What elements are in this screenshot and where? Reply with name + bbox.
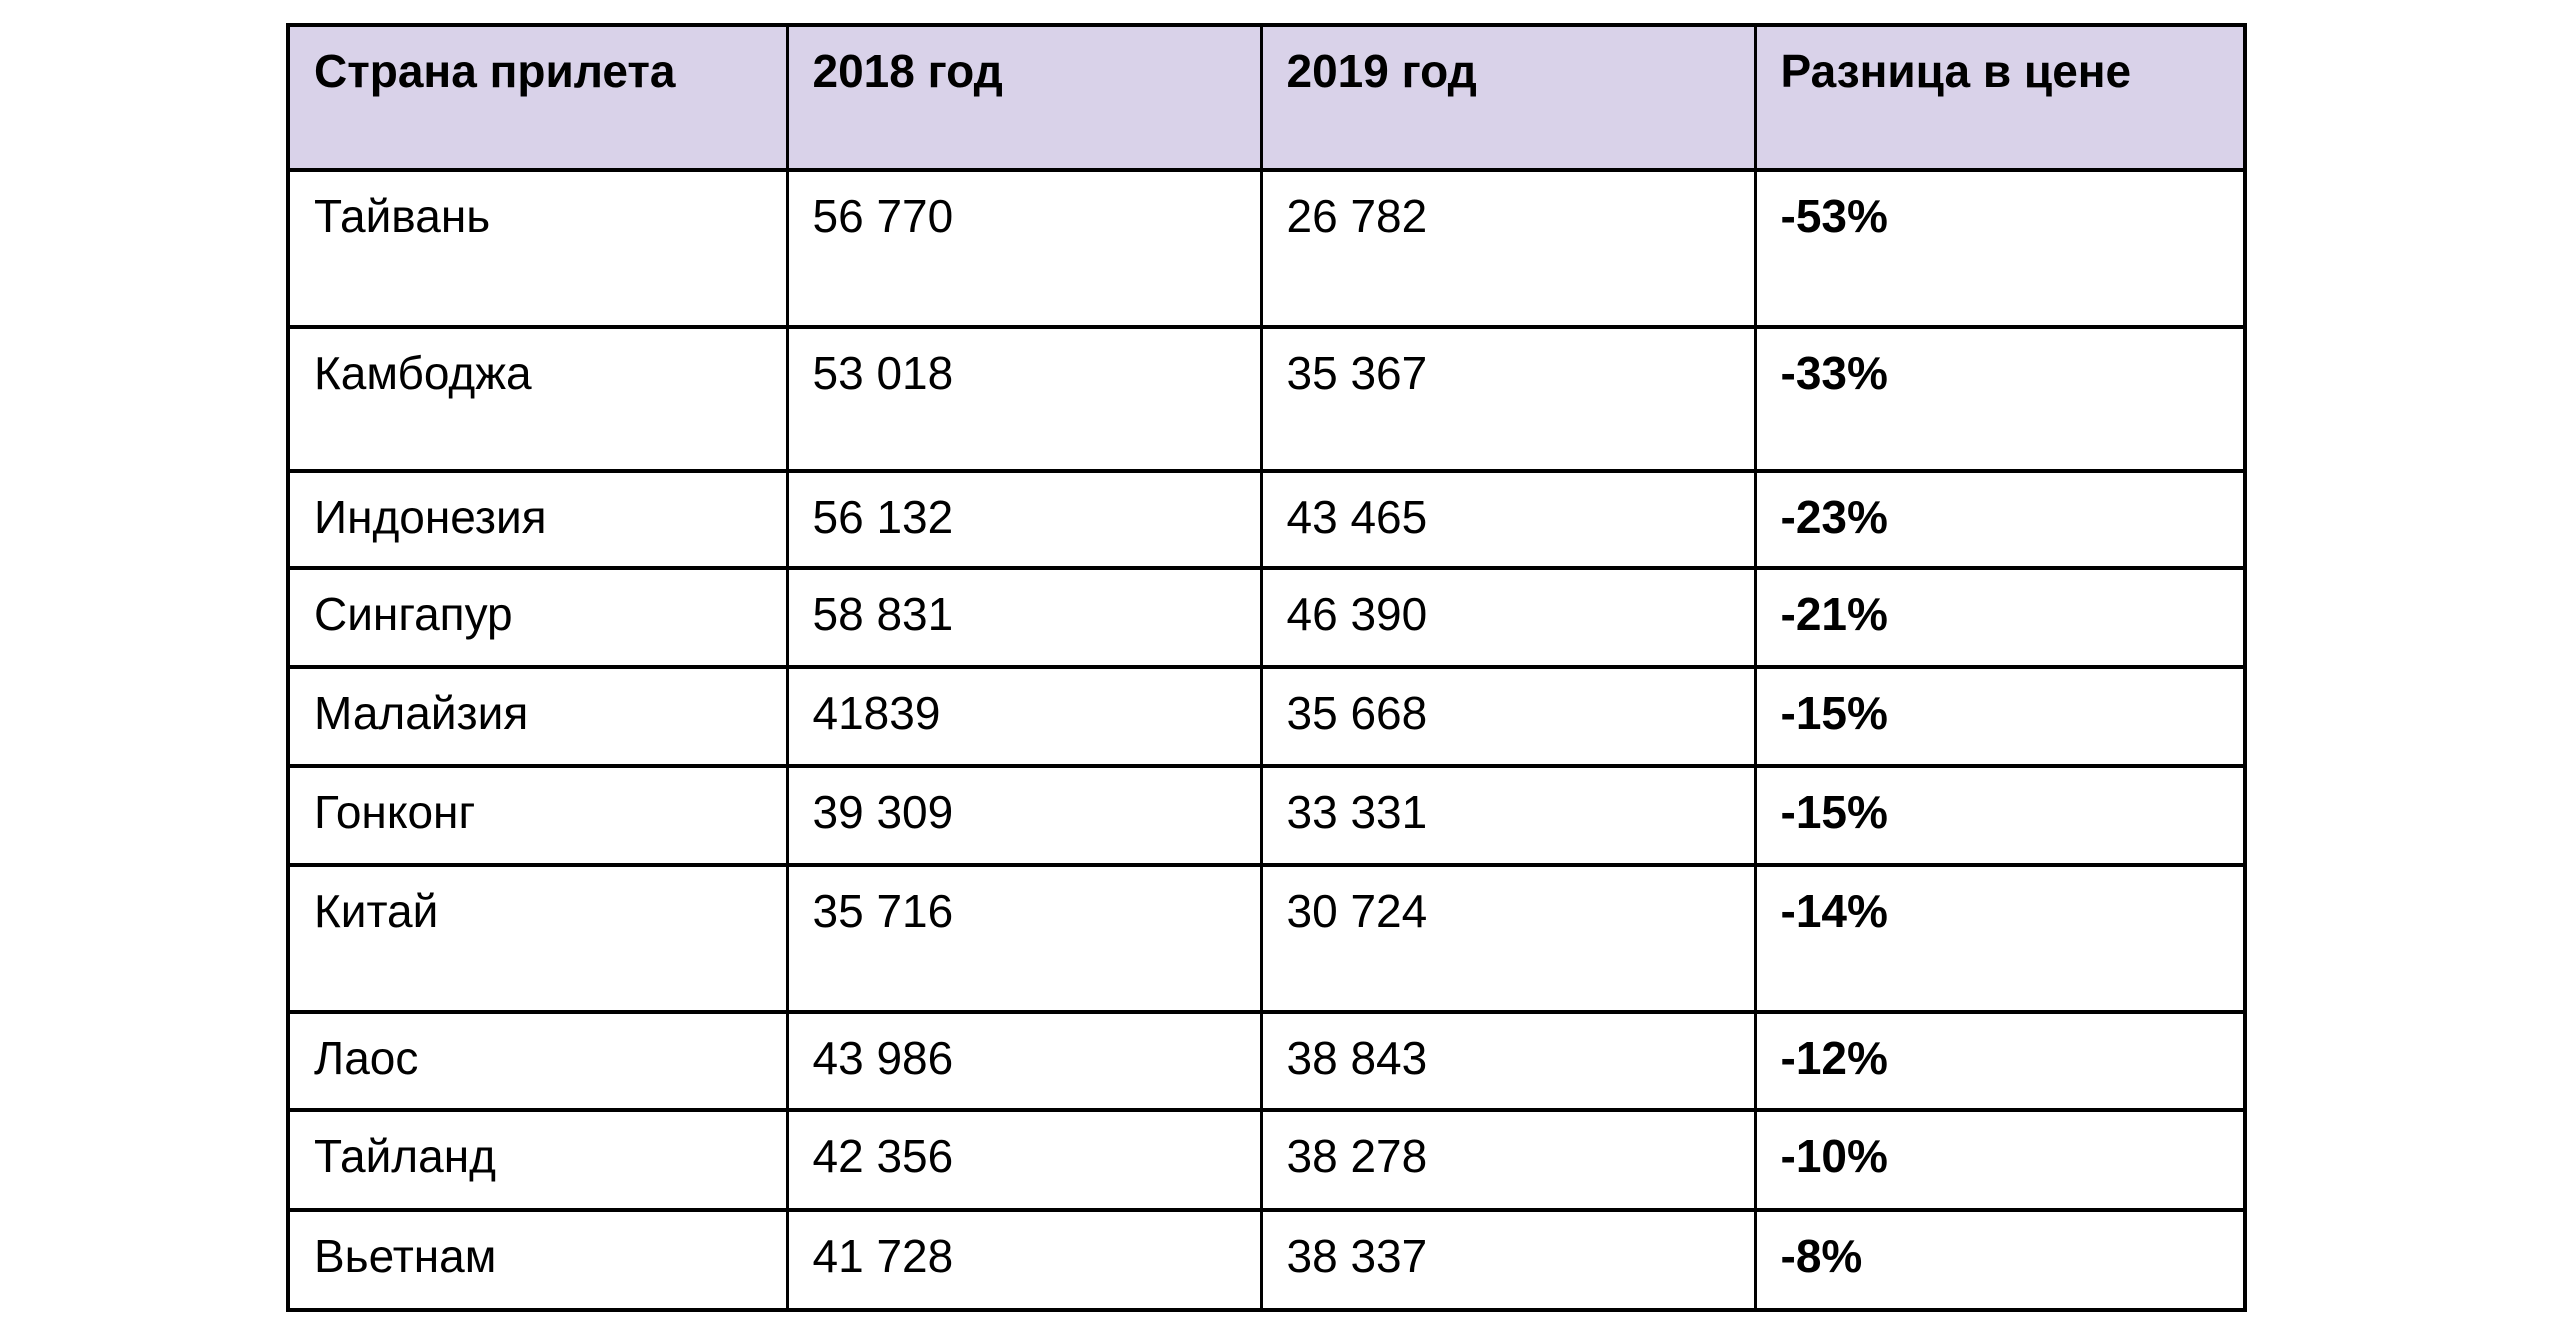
cell-diff: -10%: [1753, 1108, 2247, 1212]
cell-diff: -33%: [1753, 325, 2247, 473]
table-row: Лаос 43 986 38 843 -12%: [286, 1010, 2247, 1112]
cell-2018: 41 728: [785, 1208, 1263, 1312]
table-row: Гонконг 39 309 33 331 -15%: [286, 764, 2247, 867]
cell-country: Малайзия: [286, 665, 789, 768]
cell-country: Лаос: [286, 1010, 789, 1112]
table-header: Страна прилета 2018 год 2019 год Разница…: [286, 23, 2247, 172]
cell-2018: 58 831: [785, 566, 1263, 669]
table-row: Тайвань 56 770 26 782 -53%: [286, 168, 2247, 329]
cell-2019: 38 843: [1259, 1010, 1757, 1112]
cell-country: Тайвань: [286, 168, 789, 329]
cell-2018: 39 309: [785, 764, 1263, 867]
cell-diff: -14%: [1753, 863, 2247, 1014]
cell-2018: 53 018: [785, 325, 1263, 473]
cell-diff: -15%: [1753, 665, 2247, 768]
cell-2019: 35 367: [1259, 325, 1757, 473]
cell-2019: 43 465: [1259, 469, 1757, 570]
cell-diff: -12%: [1753, 1010, 2247, 1112]
cell-2018: 35 716: [785, 863, 1263, 1014]
cell-country: Тайланд: [286, 1108, 789, 1212]
table-row: Сингапур 58 831 46 390 -21%: [286, 566, 2247, 669]
cell-2019: 46 390: [1259, 566, 1757, 669]
cell-country: Сингапур: [286, 566, 789, 669]
cell-2019: 38 278: [1259, 1108, 1757, 1212]
table-row: Тайланд 42 356 38 278 -10%: [286, 1108, 2247, 1212]
cell-2018: 41839: [785, 665, 1263, 768]
cell-2018: 42 356: [785, 1108, 1263, 1212]
cell-diff: -8%: [1753, 1208, 2247, 1312]
cell-country: Камбоджа: [286, 325, 789, 473]
cell-2018: 43 986: [785, 1010, 1263, 1112]
cell-country: Индонезия: [286, 469, 789, 570]
header-row: Страна прилета 2018 год 2019 год Разница…: [286, 23, 2247, 172]
cell-diff: -53%: [1753, 168, 2247, 329]
table-row: Индонезия 56 132 43 465 -23%: [286, 469, 2247, 570]
cell-diff: -15%: [1753, 764, 2247, 867]
cell-country: Китай: [286, 863, 789, 1014]
cell-diff: -21%: [1753, 566, 2247, 669]
column-header-2019: 2019 год: [1259, 23, 1757, 172]
column-header-diff: Разница в цене: [1753, 23, 2247, 172]
cell-2019: 30 724: [1259, 863, 1757, 1014]
cell-country: Вьетнам: [286, 1208, 789, 1312]
cell-2018: 56 770: [785, 168, 1263, 329]
cell-2018: 56 132: [785, 469, 1263, 570]
column-header-country: Страна прилета: [286, 23, 789, 172]
cell-2019: 35 668: [1259, 665, 1757, 768]
cell-2019: 38 337: [1259, 1208, 1757, 1312]
table-row: Малайзия 41839 35 668 -15%: [286, 665, 2247, 768]
table-row: Китай 35 716 30 724 -14%: [286, 863, 2247, 1014]
cell-country: Гонконг: [286, 764, 789, 867]
table-row: Камбоджа 53 018 35 367 -33%: [286, 325, 2247, 473]
column-header-2018: 2018 год: [785, 23, 1263, 172]
table-body: Тайвань 56 770 26 782 -53% Камбоджа 53 0…: [286, 168, 2247, 1312]
price-comparison-table-container: Страна прилета 2018 год 2019 год Разница…: [286, 23, 2247, 1312]
table-row: Вьетнам 41 728 38 337 -8%: [286, 1208, 2247, 1312]
cell-2019: 33 331: [1259, 764, 1757, 867]
cell-diff: -23%: [1753, 469, 2247, 570]
price-comparison-table: Страна прилета 2018 год 2019 год Разница…: [286, 23, 2247, 1312]
cell-2019: 26 782: [1259, 168, 1757, 329]
